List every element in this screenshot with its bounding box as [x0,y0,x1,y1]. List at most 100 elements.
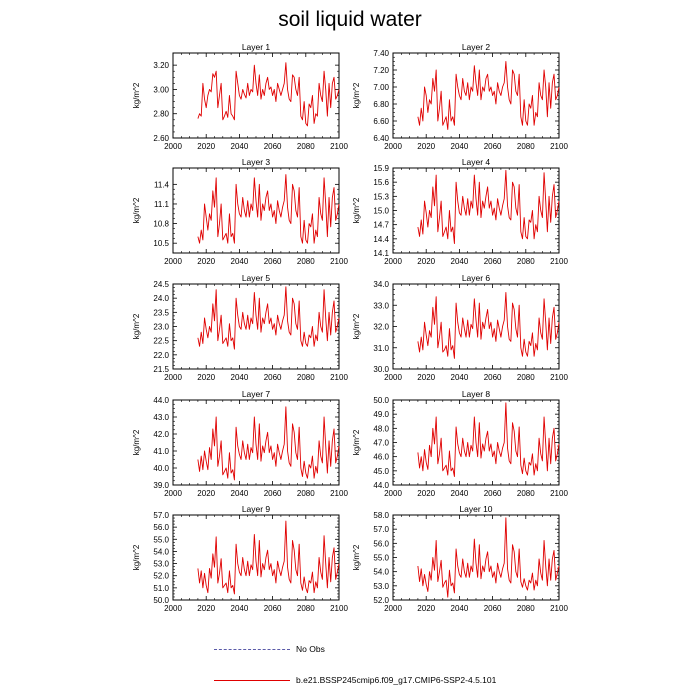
y-tick-label: 44.0 [153,396,169,405]
y-tick-label: 6.40 [373,134,389,143]
plot-frame [172,283,340,370]
x-tick-label: 2020 [417,489,435,498]
x-tick-label: 2080 [517,489,535,498]
x-tick-label: 2000 [384,257,402,266]
x-tick-label: 2100 [330,489,348,498]
y-tick-label: 41.0 [153,447,169,456]
y-tick-label: 50.0 [373,396,389,405]
x-tick-label: 2020 [417,373,435,382]
x-tick-label: 2040 [451,142,469,151]
x-tick-label: 2060 [484,257,502,266]
x-tick-label: 2100 [550,373,568,382]
y-tick-label: 3.20 [153,61,169,70]
y-tick-label: 30.0 [373,365,389,374]
series-line [197,286,340,350]
y-tick-label: 53.0 [373,582,389,591]
y-tick-label: 32.0 [373,323,389,332]
panel-title: Layer 9 [242,504,271,514]
x-tick-label: 2000 [384,489,402,498]
y-tick-label: 58.0 [373,511,389,520]
x-tick-label: 2000 [164,604,182,613]
x-tick-label: 2100 [550,257,568,266]
y-tick-label: 7.20 [373,66,389,75]
panel-9: Layer 9 kg/m^2 50.0 51.0 52.0 53.0 54.0 55.0 56.… [132,504,348,613]
series-line [417,292,560,359]
x-tick-label: 2020 [417,604,435,613]
x-tick-label: 2020 [417,142,435,151]
x-tick-label: 2080 [297,257,315,266]
y-tick-label: 56.0 [153,523,169,532]
plot-frame [172,52,340,139]
y-tick-label: 49.0 [373,410,389,419]
y-tick-label: 24.5 [153,280,169,289]
y-tick-label: 15.0 [373,207,389,216]
y-tick-label: 57.0 [373,525,389,534]
x-tick-label: 2080 [517,142,535,151]
x-tick-label: 2100 [550,604,568,613]
panel-10: Layer 10 kg/m^2 52.0 53.0 54.0 55.0 56.0 57.0 58… [352,504,568,613]
x-tick-label: 2040 [451,373,469,382]
y-tick-label: 7.40 [373,49,389,58]
panel-title: Layer 3 [242,157,271,167]
x-tick-label: 2020 [417,257,435,266]
y-tick-label: 10.8 [153,220,169,229]
y-tick-label: 31.0 [373,344,389,353]
y-axis-label: kg/m^2 [132,197,141,223]
y-tick-label: 55.0 [153,535,169,544]
panel-title: Layer 10 [459,504,492,514]
y-tick-label: 52.0 [373,596,389,605]
x-tick-label: 2040 [231,142,249,151]
x-tick-label: 2040 [451,489,469,498]
panel-8: Layer 8 kg/m^2 44.0 45.0 46.0 47.0 48.0 49.0 50.… [352,389,568,498]
y-tick-label: 2.80 [153,110,169,119]
series-line [417,402,560,477]
x-tick-label: 2000 [384,373,402,382]
x-tick-label: 2100 [330,257,348,266]
panel-title: Layer 1 [242,42,271,52]
x-tick-label: 2040 [231,257,249,266]
series-line [197,406,340,481]
y-tick-label: 51.0 [153,584,169,593]
y-tick-label: 40.0 [153,464,169,473]
x-tick-label: 2100 [550,489,568,498]
y-axis-label: kg/m^2 [352,82,361,108]
y-axis-label: kg/m^2 [352,429,361,455]
y-tick-label: 44.0 [373,481,389,490]
panel-3: Layer 3 kg/m^2 10.5 10.8 11.1 11.4 2000 2020 204… [132,157,348,266]
y-tick-label: 15.6 [373,178,389,187]
y-tick-label: 22.0 [153,351,169,360]
y-tick-label: 53.0 [153,560,169,569]
panel-title: Layer 8 [462,389,491,399]
series-line [417,517,560,598]
legend-model-label: b.e21.BSSP245cmip6.f09_g17.CMIP6-SSP2-4.… [296,675,497,685]
y-tick-label: 22.5 [153,337,169,346]
panel-2: Layer 2 kg/m^2 6.40 6.60 6.80 7.00 7.20 7.40 200… [352,42,568,151]
y-tick-label: 2.60 [153,134,169,143]
y-axis-label: kg/m^2 [132,544,141,570]
y-axis-label: kg/m^2 [352,197,361,223]
x-tick-label: 2020 [197,257,215,266]
x-tick-label: 2100 [330,142,348,151]
plot-frame [392,167,560,254]
x-tick-label: 2000 [164,373,182,382]
x-tick-label: 2000 [384,142,402,151]
x-tick-label: 2100 [330,373,348,382]
y-tick-label: 24.0 [153,294,169,303]
panel-title: Layer 6 [462,273,491,283]
x-tick-label: 2060 [484,489,502,498]
y-tick-label: 15.9 [373,164,389,173]
x-tick-label: 2020 [197,489,215,498]
page-title: soil liquid water [278,8,422,31]
y-tick-label: 15.3 [373,192,389,201]
y-tick-label: 7.00 [373,83,389,92]
y-tick-label: 34.0 [373,280,389,289]
y-axis-label: kg/m^2 [352,313,361,339]
x-tick-label: 2060 [264,373,282,382]
y-tick-label: 54.0 [153,547,169,556]
panel-title: Layer 2 [462,42,491,52]
series-line [197,62,340,127]
x-tick-label: 2000 [164,489,182,498]
y-tick-label: 11.1 [154,200,170,209]
legend-obs-label: No Obs [296,644,325,654]
x-tick-label: 2080 [297,373,315,382]
